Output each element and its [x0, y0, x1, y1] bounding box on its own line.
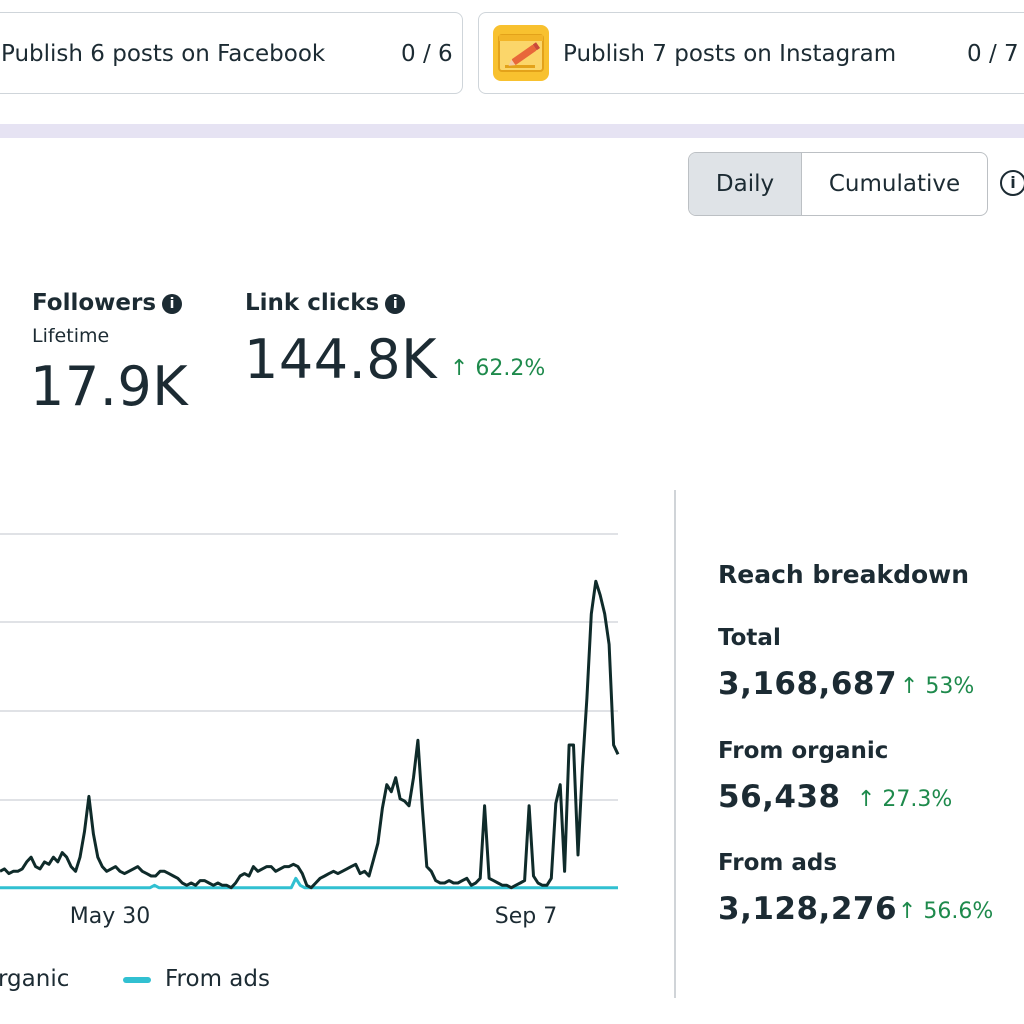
legend-organic: rganic	[0, 966, 70, 992]
followers-title: Followers i	[32, 290, 183, 316]
pencil-post-icon	[493, 25, 549, 81]
goal-label: Publish 7 posts on Instagram	[563, 41, 897, 67]
followers-subtitle: Lifetime	[32, 325, 110, 347]
reach-ads-delta: ↑ 56.6%	[898, 899, 994, 924]
reach-line-chart: May 30 Sep 7	[0, 533, 620, 929]
reach-total-label: Total	[718, 625, 781, 651]
reach-total-delta: ↑ 53%	[900, 674, 975, 699]
reach-total-value: 3,168,687	[718, 666, 898, 702]
vertical-divider	[674, 490, 676, 998]
cumulative-toggle-button[interactable]: Cumulative	[828, 171, 961, 197]
x-tick-label: Sep 7	[495, 904, 557, 929]
followers-label: Followers	[32, 290, 157, 316]
info-icon[interactable]: i	[385, 294, 406, 314]
view-mode-toggle: Daily Cumulative	[688, 152, 988, 216]
reach-organic-delta: ↑ 27.3%	[857, 787, 953, 812]
reach-ads-value: 3,128,276	[718, 891, 898, 927]
goal-card-instagram[interactable]: Publish 7 posts on Instagram 0 / 7	[478, 12, 1024, 94]
legend-ads: From ads	[165, 966, 270, 992]
reach-organic-label: From organic	[718, 738, 889, 764]
reach-breakdown-title: Reach breakdown	[718, 560, 970, 589]
link-clicks-delta: ↑ 62.2%	[450, 356, 546, 381]
goal-card-facebook[interactable]: Publish 6 posts on Facebook 0 / 6	[0, 12, 463, 94]
goal-label: Publish 6 posts on Facebook	[1, 41, 326, 67]
section-divider-band	[0, 124, 1024, 138]
link-clicks-label: Link clicks	[245, 290, 380, 316]
reach-organic-value: 56,438	[718, 779, 841, 815]
info-icon[interactable]: i	[1000, 170, 1024, 196]
series-line-organic	[0, 579, 620, 890]
link-clicks-value: 144.8K	[244, 328, 438, 391]
link-clicks-title: Link clicks i	[245, 290, 406, 316]
goal-progress-count: 0 / 7	[967, 41, 1019, 67]
info-icon[interactable]: i	[162, 294, 183, 314]
legend-ads-swatch	[123, 977, 151, 983]
daily-toggle-button[interactable]: Daily	[689, 153, 802, 215]
followers-value: 17.9K	[30, 355, 189, 418]
reach-ads-label: From ads	[718, 850, 838, 876]
x-tick-label: May 30	[70, 904, 150, 929]
goal-progress-count: 0 / 6	[401, 41, 453, 67]
